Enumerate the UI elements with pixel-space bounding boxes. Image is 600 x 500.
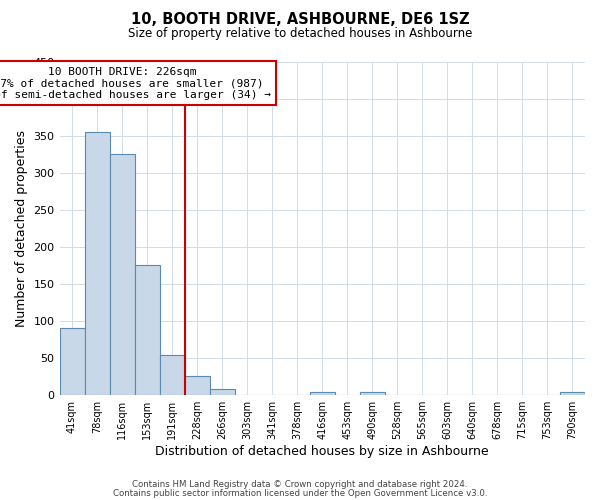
Text: 10, BOOTH DRIVE, ASHBOURNE, DE6 1SZ: 10, BOOTH DRIVE, ASHBOURNE, DE6 1SZ bbox=[131, 12, 469, 28]
Bar bbox=[110, 154, 134, 394]
Bar bbox=[59, 328, 85, 394]
Bar bbox=[310, 392, 335, 394]
X-axis label: Distribution of detached houses by size in Ashbourne: Distribution of detached houses by size … bbox=[155, 444, 489, 458]
Bar bbox=[185, 376, 209, 394]
Bar bbox=[134, 265, 160, 394]
Bar bbox=[560, 392, 585, 394]
Bar bbox=[360, 392, 385, 394]
Text: Size of property relative to detached houses in Ashbourne: Size of property relative to detached ho… bbox=[128, 28, 472, 40]
Text: Contains HM Land Registry data © Crown copyright and database right 2024.: Contains HM Land Registry data © Crown c… bbox=[132, 480, 468, 489]
Bar bbox=[85, 132, 110, 394]
Bar bbox=[160, 356, 185, 395]
Text: 10 BOOTH DRIVE: 226sqm
← 97% of detached houses are smaller (987)
3% of semi-det: 10 BOOTH DRIVE: 226sqm ← 97% of detached… bbox=[0, 66, 271, 100]
Bar bbox=[209, 389, 235, 394]
Y-axis label: Number of detached properties: Number of detached properties bbox=[15, 130, 28, 326]
Text: Contains public sector information licensed under the Open Government Licence v3: Contains public sector information licen… bbox=[113, 488, 487, 498]
